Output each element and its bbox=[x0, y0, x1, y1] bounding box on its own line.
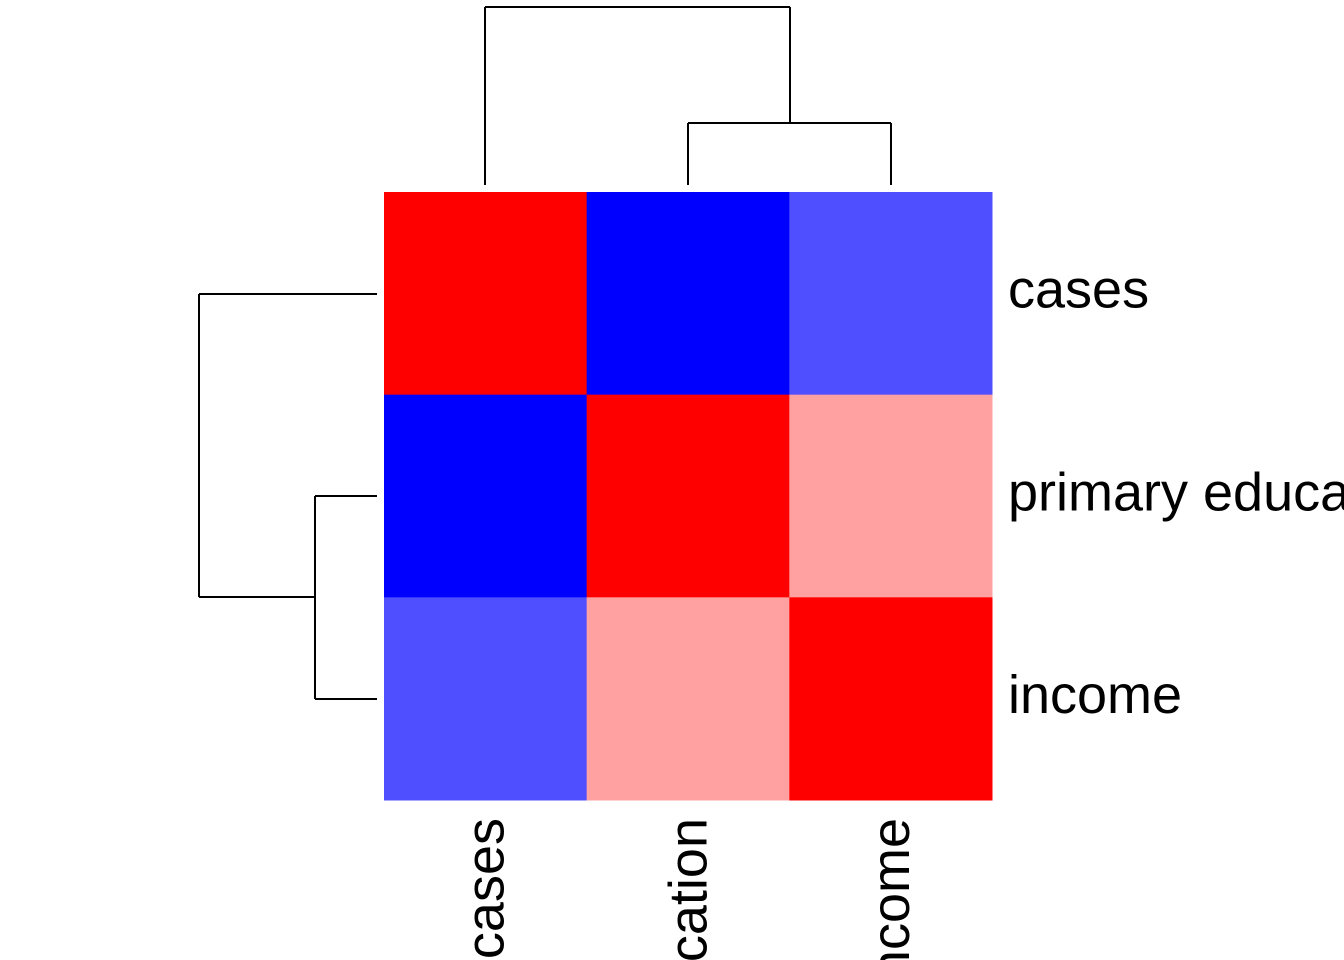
heatmap-cell bbox=[789, 394, 993, 598]
heatmap-cell bbox=[384, 394, 588, 598]
column-dendrogram bbox=[484, 6, 892, 185]
heatmap-cell bbox=[789, 597, 993, 801]
heatmap-cell bbox=[384, 192, 588, 396]
heatmap-cell bbox=[586, 394, 790, 598]
heatmap-cell bbox=[586, 192, 790, 396]
row-label: primary education bbox=[1008, 462, 1344, 522]
column-label: primary education bbox=[658, 818, 718, 960]
row-label: income bbox=[1008, 665, 1182, 725]
heatmap-cell bbox=[586, 597, 790, 801]
column-label: cases bbox=[456, 818, 516, 959]
row-dendrogram bbox=[198, 293, 377, 700]
column-label: income bbox=[861, 818, 921, 960]
heatmap-cell bbox=[384, 597, 588, 801]
row-label: cases bbox=[1008, 260, 1149, 320]
heatmap-cell bbox=[789, 192, 993, 396]
